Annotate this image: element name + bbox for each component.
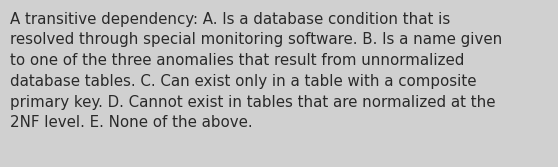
Text: A transitive dependency: A. Is a database condition that is
resolved through spe: A transitive dependency: A. Is a databas… <box>10 12 502 130</box>
